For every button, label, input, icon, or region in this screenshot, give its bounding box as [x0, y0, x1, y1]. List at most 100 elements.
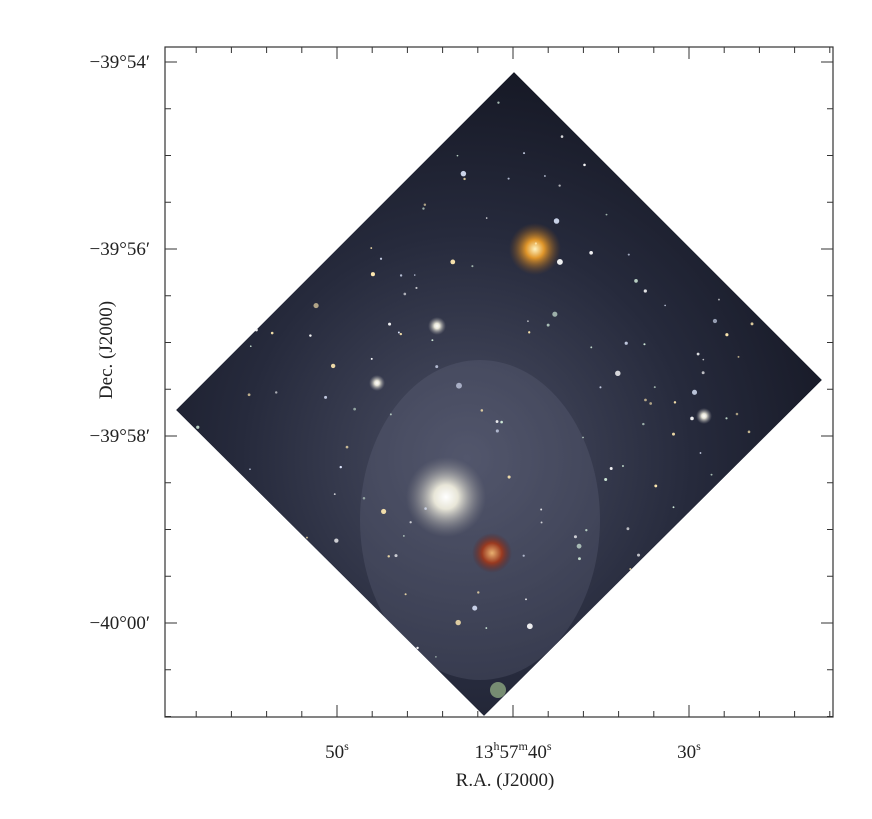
star — [736, 665, 740, 669]
star — [582, 436, 584, 439]
star — [424, 507, 427, 510]
star — [247, 393, 251, 397]
star — [227, 134, 231, 138]
star — [790, 628, 793, 631]
star — [586, 614, 591, 618]
star — [227, 668, 230, 671]
star — [276, 546, 280, 550]
star — [785, 545, 788, 548]
star — [693, 137, 699, 142]
star — [337, 637, 343, 643]
star — [605, 213, 608, 216]
star — [749, 501, 753, 505]
star — [176, 387, 178, 390]
star — [526, 623, 533, 630]
tick-number: 30 — [677, 742, 696, 763]
star — [497, 101, 500, 104]
star — [642, 422, 645, 426]
star — [230, 140, 234, 143]
star — [456, 154, 459, 157]
star — [585, 529, 588, 532]
star — [203, 541, 210, 548]
star — [276, 562, 280, 566]
star — [525, 598, 527, 601]
star — [789, 95, 793, 99]
star — [471, 265, 474, 268]
star — [737, 355, 740, 358]
star — [787, 521, 789, 524]
star — [178, 97, 182, 101]
star — [624, 341, 628, 345]
star — [187, 215, 191, 220]
star — [176, 664, 178, 666]
star — [752, 188, 755, 191]
star — [649, 402, 653, 405]
star — [817, 95, 820, 98]
star — [339, 465, 342, 469]
star — [193, 455, 196, 458]
star — [253, 201, 256, 204]
star — [576, 543, 582, 549]
y-axis-label: Dec. (J2000) — [96, 301, 117, 399]
star — [539, 72, 543, 76]
star — [455, 619, 461, 626]
star — [255, 328, 258, 332]
y-tick-label: −39°58′ — [90, 426, 150, 447]
star — [363, 122, 366, 125]
star — [330, 363, 336, 369]
star — [403, 535, 405, 537]
star — [213, 648, 217, 652]
star — [634, 279, 638, 283]
star — [762, 106, 765, 109]
tick-unit: s — [696, 739, 701, 753]
star — [615, 370, 621, 377]
star — [780, 436, 784, 440]
star — [381, 508, 387, 515]
star — [805, 268, 809, 272]
star — [274, 391, 278, 394]
x-tick-label: 13h57m40s — [474, 739, 551, 763]
star — [472, 605, 478, 611]
star — [718, 511, 721, 514]
plot-frame — [164, 46, 834, 718]
star — [370, 247, 373, 250]
star — [415, 286, 418, 290]
star — [782, 109, 785, 111]
star — [523, 152, 526, 155]
star — [431, 339, 434, 342]
tick-number: 13 — [474, 742, 493, 763]
star — [672, 432, 675, 436]
star — [771, 514, 774, 517]
star — [791, 423, 795, 427]
star — [686, 526, 692, 531]
star — [309, 334, 312, 337]
star — [673, 401, 677, 404]
star — [270, 331, 274, 335]
star — [726, 167, 731, 173]
star — [818, 419, 821, 422]
star — [654, 484, 658, 488]
star — [540, 508, 543, 511]
star — [335, 623, 338, 626]
star — [327, 688, 333, 694]
star — [245, 662, 249, 666]
star — [333, 493, 336, 496]
star — [251, 213, 255, 217]
star — [409, 521, 412, 524]
star — [653, 386, 656, 389]
star — [699, 452, 702, 454]
star — [672, 506, 675, 509]
star — [208, 566, 212, 569]
star — [604, 114, 607, 116]
star — [691, 389, 698, 395]
star — [300, 85, 304, 89]
star — [249, 345, 252, 348]
star — [767, 541, 770, 545]
star — [798, 354, 802, 357]
star — [334, 538, 339, 543]
star — [692, 599, 695, 602]
star — [626, 527, 630, 531]
star — [643, 343, 646, 346]
star — [741, 145, 745, 149]
